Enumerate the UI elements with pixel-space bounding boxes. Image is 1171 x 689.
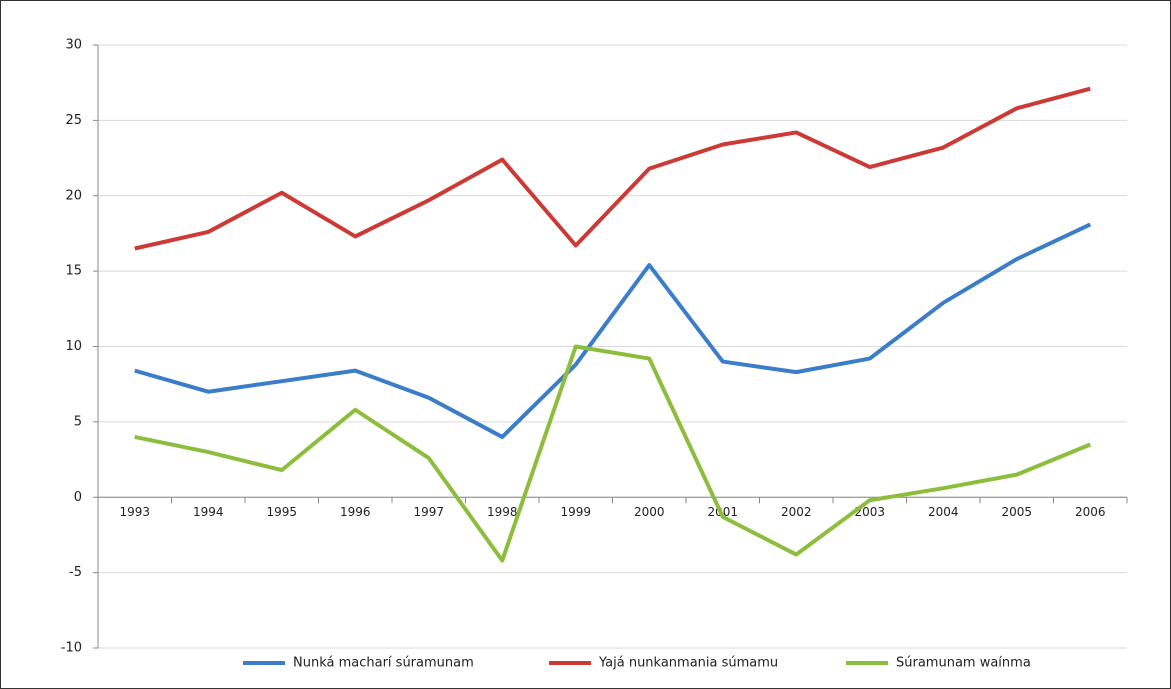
y-tick-label: 10 [65, 339, 82, 354]
x-tick-label: 1993 [119, 505, 150, 519]
x-tick-label: 1995 [266, 505, 297, 519]
x-tick-label: 2002 [781, 505, 812, 519]
y-tick-label: 0 [74, 490, 82, 505]
x-tick-label: 1996 [340, 505, 371, 519]
y-tick-label: 5 [74, 414, 82, 429]
series-line [134, 344, 1092, 563]
legend-label: Yajá nunkanmania súmamu [598, 656, 778, 671]
legend-label: Súramunam waínma [896, 656, 1031, 671]
x-tick-label: 1994 [193, 505, 224, 519]
y-tick-label: -5 [69, 565, 82, 580]
y-tick-label: -10 [61, 641, 82, 656]
x-tick-label: 2006 [1075, 505, 1106, 519]
y-tick-label: 20 [65, 188, 82, 203]
x-tick-label: 1997 [413, 505, 444, 519]
series-line [134, 222, 1092, 439]
x-tick-label: 2000 [634, 505, 665, 519]
y-tick-label: 30 [65, 38, 82, 53]
legend-label: Nunká macharí súramunam [293, 656, 474, 671]
x-tick-label: 2004 [928, 505, 959, 519]
x-tick-label: 2001 [707, 505, 738, 519]
x-tick-label: 2005 [1001, 505, 1032, 519]
y-tick-label: 25 [65, 113, 82, 128]
y-tick-label: 15 [65, 264, 82, 279]
x-tick-label: 1999 [560, 505, 591, 519]
series-line [134, 86, 1091, 251]
x-tick-label: 1998 [487, 505, 518, 519]
